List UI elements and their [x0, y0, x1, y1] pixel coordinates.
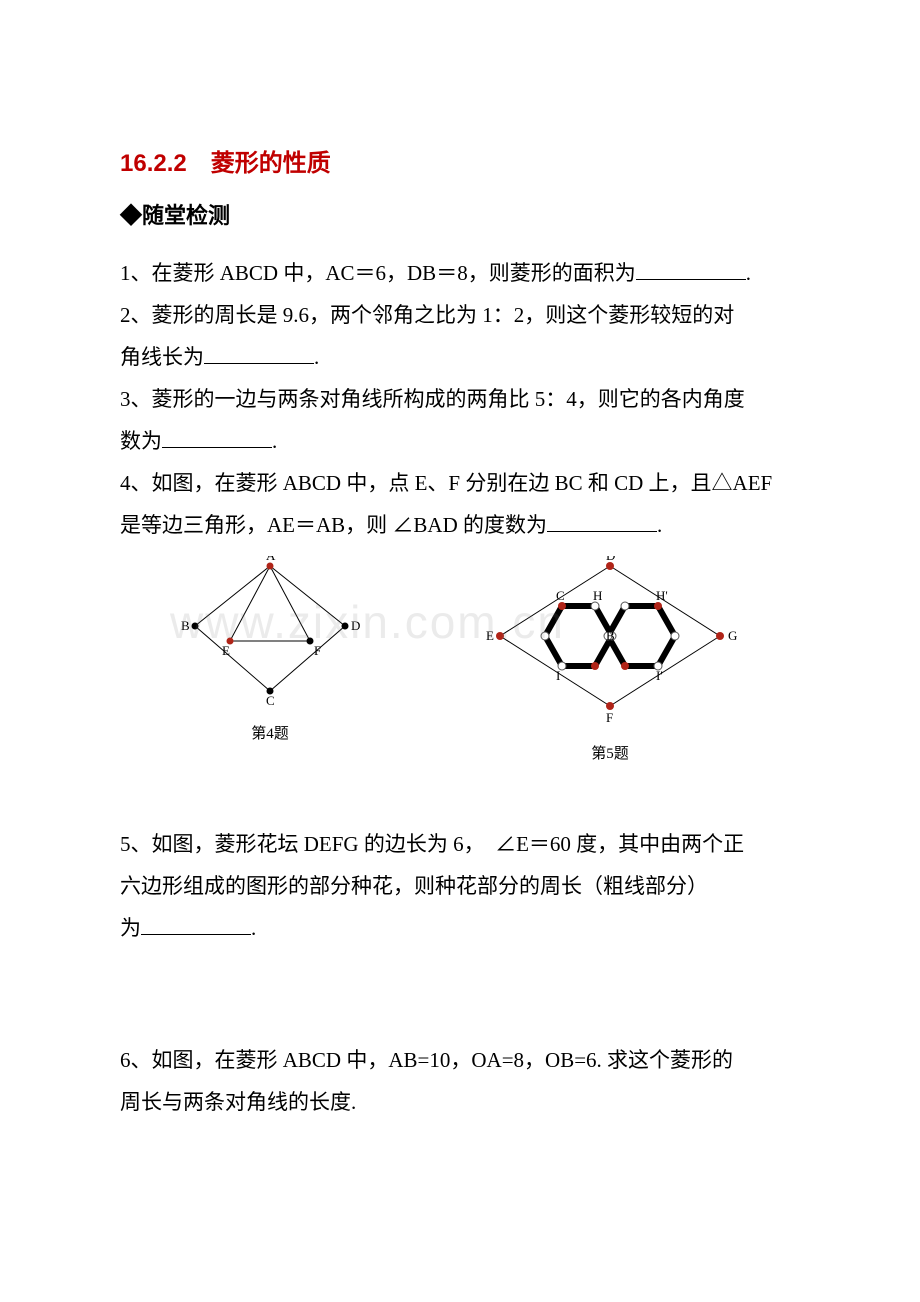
svg-text:E: E	[486, 628, 494, 643]
q5-end: .	[251, 916, 256, 940]
svg-text:E: E	[222, 643, 230, 658]
question-3-line2: 数为.	[120, 420, 800, 462]
svg-text:D: D	[351, 618, 360, 633]
svg-text:F: F	[606, 710, 613, 725]
svg-text:F: F	[314, 643, 321, 658]
svg-text:A: A	[266, 556, 276, 563]
figure-4-label: 第4题	[180, 719, 360, 749]
question-2-line1: 2、菱形的周长是 9.6，两个邻角之比为 1：2，则这个菱形较短的对	[120, 294, 800, 336]
q4-end: .	[657, 513, 662, 537]
svg-text:D: D	[606, 556, 615, 563]
blank-fill[interactable]	[141, 913, 251, 935]
svg-text:C: C	[266, 693, 275, 706]
section-subheader: ◆随堂检测	[120, 194, 800, 238]
question-5-line1: 5、如图，菱形花坛 DEFG 的边长为 6， ∠E＝60 度，其中由两个正	[120, 823, 800, 865]
figure-4: A B D C E F	[180, 556, 360, 706]
blank-fill[interactable]	[547, 510, 657, 532]
q4b-text: 是等边三角形，AE＝AB，则 ∠BAD 的度数为	[120, 513, 547, 537]
q3-end: .	[272, 429, 277, 453]
question-1: 1、在菱形 ABCD 中，AC＝6，DB＝8，则菱形的面积为.	[120, 252, 800, 294]
figure-5-wrap: B D E F G C H H' I I' 第5题	[480, 556, 740, 769]
svg-text:H: H	[593, 588, 602, 603]
q2b-text: 角线长为	[120, 345, 204, 369]
blank-fill[interactable]	[636, 258, 746, 280]
svg-text:I': I'	[656, 668, 663, 683]
svg-text:H': H'	[656, 588, 668, 603]
figure-row: www.zixin.com.cn ABDCEF 第4题 BDEFGCHH'II'…	[120, 556, 800, 769]
question-5-line3: 为.	[120, 907, 800, 949]
figure-5: B D E F G C H H' I I'	[480, 556, 740, 726]
question-5-line2: 六边形组成的图形的部分种花，则种花部分的周长（粗线部分）	[120, 865, 800, 907]
question-6-line1: 6、如图，在菱形 ABCD 中，AB=10，OA=8，OB=6. 求这个菱形的	[120, 1039, 800, 1081]
question-2-line2: 角线长为.	[120, 336, 800, 378]
question-4-line1: 4、如图，在菱形 ABCD 中，点 E、F 分别在边 BC 和 CD 上，且△A…	[120, 462, 800, 504]
figure-5-label: 第5题	[480, 739, 740, 769]
q1-end: .	[746, 261, 751, 285]
svg-text:I: I	[556, 668, 560, 683]
q5c-text: 为	[120, 916, 141, 940]
question-3-line1: 3、菱形的一边与两条对角线所构成的两角比 5：4，则它的各内角度	[120, 378, 800, 420]
svg-text:B: B	[181, 618, 190, 633]
q3b-text: 数为	[120, 429, 162, 453]
question-4-line2: 是等边三角形，AE＝AB，则 ∠BAD 的度数为.	[120, 504, 800, 546]
blank-fill[interactable]	[204, 342, 314, 364]
svg-text:C: C	[556, 588, 565, 603]
blank-fill[interactable]	[162, 426, 272, 448]
question-6-line2: 周长与两条对角线的长度.	[120, 1081, 800, 1123]
svg-text:B: B	[606, 628, 615, 643]
q2-end: .	[314, 345, 319, 369]
figure-4-wrap: A B D C E F 第4题	[180, 556, 360, 769]
section-title: 16.2.2 菱形的性质	[120, 140, 800, 188]
svg-text:G: G	[728, 628, 737, 643]
q1-text: 1、在菱形 ABCD 中，AC＝6，DB＝8，则菱形的面积为	[120, 261, 636, 285]
